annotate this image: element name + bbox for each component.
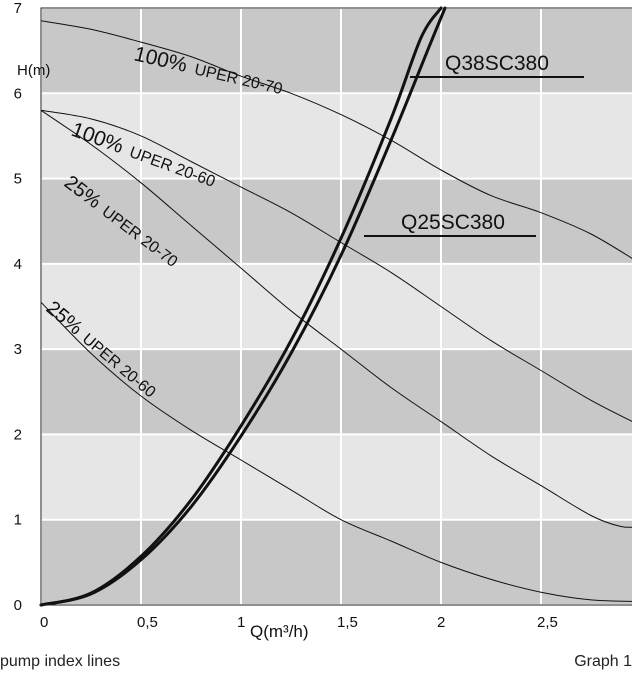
x-axis-label: Q(m³/h) — [250, 622, 309, 641]
x-tick-label: 1,5 — [337, 614, 358, 631]
y-tick-label: 1 — [14, 512, 22, 529]
x-tick-label: 2,5 — [537, 614, 558, 631]
series-line-25-uper-20-70 — [40, 109, 632, 528]
caption-pump-index-lines: pump index lines — [0, 653, 121, 670]
caption-graph-number: Graph 1 — [574, 653, 632, 670]
y-tick-label: 0 — [14, 597, 22, 614]
y-tick-label: 4 — [14, 256, 22, 273]
label-q25sc380: Q25SC380 — [401, 211, 505, 234]
x-tick-label: 0,5 — [137, 614, 158, 631]
y-tick-label: 7 — [14, 0, 22, 17]
background-bands — [41, 8, 632, 605]
series-line-q38sc380 — [39, 6, 443, 607]
series-line-100-uper-20-60 — [40, 109, 632, 422]
y-tick-label: 6 — [14, 85, 22, 102]
y-tick-label: 2 — [14, 426, 22, 443]
x-tick-label: 2 — [437, 614, 445, 631]
band-1 — [41, 434, 632, 520]
x-tick-label: 1 — [237, 614, 245, 631]
y-tick-label: 5 — [14, 171, 22, 188]
label-q38sc380: Q38SC380 — [445, 52, 549, 75]
pump-curve-chart: 00,511,522,5301234567 H(m) Q(m³/h) 100% … — [14, 0, 632, 641]
series-line-25-uper-20-60 — [40, 301, 632, 602]
x-tick-label: 0 — [40, 614, 48, 631]
band-6 — [41, 8, 632, 94]
band-2 — [41, 349, 632, 435]
y-tick-label: 3 — [14, 341, 22, 358]
series-line-q25sc380 — [39, 6, 447, 607]
band-5 — [41, 93, 632, 179]
curves-layer — [39, 6, 632, 607]
y-axis-label: H(m) — [17, 62, 50, 79]
tick-labels: 00,511,522,5301234567 — [14, 0, 558, 631]
series-line-100-uper-20-70 — [40, 20, 632, 259]
plot-frame — [40, 7, 632, 606]
band-3 — [41, 263, 632, 350]
